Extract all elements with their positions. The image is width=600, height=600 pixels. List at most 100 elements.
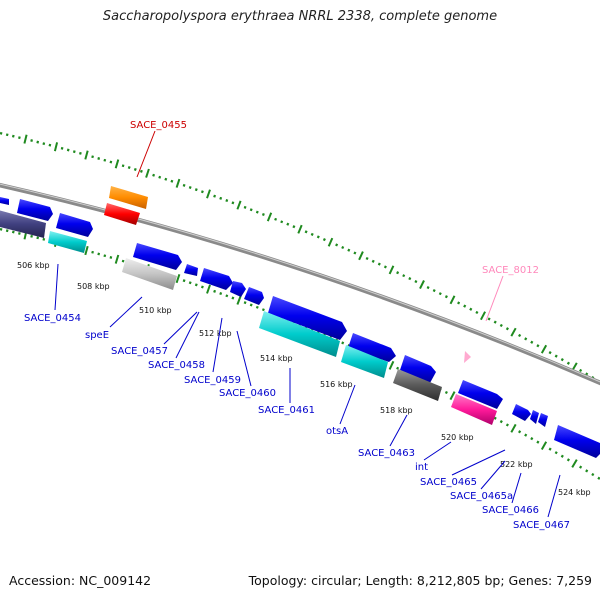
minor-tick <box>213 194 217 198</box>
gene-feature-blue-4[interactable] <box>184 264 198 276</box>
gene-feature-blue-15[interactable] <box>554 425 600 458</box>
leader-line <box>339 384 356 425</box>
gene-feature-gray[interactable] <box>122 258 177 290</box>
minor-tick <box>457 301 461 305</box>
gene-label-otsa[interactable]: otsA <box>326 426 348 437</box>
minor-tick <box>566 361 570 365</box>
gene-feature-blue-8[interactable] <box>268 296 347 340</box>
tick-label: 518 kbp <box>380 406 413 415</box>
minor-tick <box>280 220 284 224</box>
leader-line <box>511 472 522 504</box>
minor-tick <box>127 166 131 170</box>
tick-label: 516 kbp <box>320 380 353 389</box>
minor-tick <box>432 289 436 293</box>
gene-label-sace-0466[interactable]: SACE_0466 <box>482 505 539 516</box>
gene-feature-pink-marker[interactable] <box>464 351 471 363</box>
major-tick <box>114 254 120 264</box>
gene-label-sace-0457[interactable]: SACE_0457 <box>111 346 168 357</box>
leader-line <box>236 330 252 387</box>
gene-feature-blue-6[interactable] <box>230 281 246 297</box>
gene-label-sace-0460[interactable]: SACE_0460 <box>219 388 276 399</box>
gene-feature-blue-2[interactable] <box>56 213 93 237</box>
minor-tick <box>219 292 223 296</box>
minor-tick <box>243 205 247 209</box>
minor-tick <box>219 196 223 200</box>
gene-label-sace-0467[interactable]: SACE_0467 <box>513 520 570 531</box>
minor-tick <box>365 256 369 261</box>
gene-label-sace-0454[interactable]: SACE_0454 <box>24 313 81 324</box>
gene-feature-blue-9[interactable] <box>348 333 396 362</box>
major-tick <box>206 189 211 199</box>
minor-tick <box>560 454 564 458</box>
gene-feature-upstream[interactable] <box>0 197 9 205</box>
gene-label-sace-0455[interactable]: SACE_0455 <box>130 120 187 131</box>
minor-tick <box>170 179 174 183</box>
gene-label-sace-0459[interactable]: SACE_0459 <box>184 375 241 386</box>
gene-label-int[interactable]: int <box>415 462 428 473</box>
gene-feature-red[interactable] <box>104 203 140 225</box>
gene-feature-cyan-2[interactable] <box>259 311 340 357</box>
gene-feature-cyan-3[interactable] <box>341 345 388 378</box>
minor-tick <box>316 235 320 239</box>
gene-feature-orange[interactable] <box>109 186 148 209</box>
gene-label-sace-0465a[interactable]: SACE_0465a <box>450 491 513 502</box>
major-tick <box>419 280 425 290</box>
gene-feature-blue-12[interactable] <box>512 404 531 421</box>
leader-line <box>175 311 200 359</box>
gene-features[interactable] <box>0 186 600 458</box>
minor-tick <box>518 430 522 434</box>
gene-feature-dark-slate[interactable] <box>0 210 46 238</box>
minor-tick <box>310 232 314 236</box>
gene-feature-blue-7[interactable] <box>244 287 264 305</box>
gene-feature-dark-gray[interactable] <box>393 369 442 401</box>
gene-label-sace-0465[interactable]: SACE_0465 <box>420 477 477 488</box>
gene-label-sace-0458[interactable]: SACE_0458 <box>148 360 205 371</box>
minor-tick <box>200 190 204 194</box>
gene-label-spee[interactable]: speE <box>85 330 109 341</box>
gene-feature-blue-3[interactable] <box>133 243 182 270</box>
minor-tick <box>304 230 308 234</box>
tick-label: 514 kbp <box>260 354 293 363</box>
gene-feature-pink[interactable] <box>451 394 497 425</box>
label-leader-lines <box>54 130 561 518</box>
minor-tick <box>194 283 198 287</box>
minor-tick <box>377 262 381 266</box>
gene-feature-cyan-1[interactable] <box>48 231 87 253</box>
minor-tick <box>438 292 442 296</box>
gene-label-sace-0463[interactable]: SACE_0463 <box>358 448 415 459</box>
minor-tick <box>188 186 192 189</box>
minor-tick <box>536 440 540 444</box>
minor-tick <box>18 136 21 140</box>
minor-tick <box>505 423 509 427</box>
gene-feature-blue-10[interactable] <box>400 355 436 383</box>
gene-label-sace-0461[interactable]: SACE_0461 <box>258 405 315 416</box>
major-tick <box>206 284 211 294</box>
leader-line <box>163 311 198 345</box>
minor-tick <box>91 250 94 254</box>
minor-tick <box>231 201 235 205</box>
major-tick <box>449 295 456 305</box>
gene-feature-blue-11[interactable] <box>458 380 503 409</box>
major-tick <box>84 150 89 160</box>
leader-line <box>212 317 223 373</box>
minor-tick <box>103 254 107 258</box>
gene-feature-blue-14[interactable] <box>538 413 548 427</box>
minor-tick <box>274 217 278 221</box>
minor-tick <box>139 169 143 173</box>
minor-tick <box>121 259 125 263</box>
minor-tick <box>164 177 168 181</box>
minor-tick <box>11 134 15 138</box>
minor-tick <box>182 183 186 187</box>
topology-text: Topology: circular; Length: 8,212,805 bp… <box>248 573 592 588</box>
minor-tick <box>554 354 558 358</box>
gene-feature-blue-5[interactable] <box>200 268 233 290</box>
minor-tick <box>30 139 33 142</box>
minor-tick <box>109 256 113 259</box>
gene-labels[interactable]: SACE_0455 SACE_8012 SACE_0454 speE SACE_… <box>24 120 570 531</box>
outer-tick-ring <box>0 131 600 383</box>
gene-label-sace-8012[interactable]: SACE_8012 <box>482 265 539 276</box>
minor-tick <box>194 188 198 192</box>
gene-feature-blue-13[interactable] <box>530 410 539 424</box>
gene-feature-blue-1[interactable] <box>17 199 53 221</box>
